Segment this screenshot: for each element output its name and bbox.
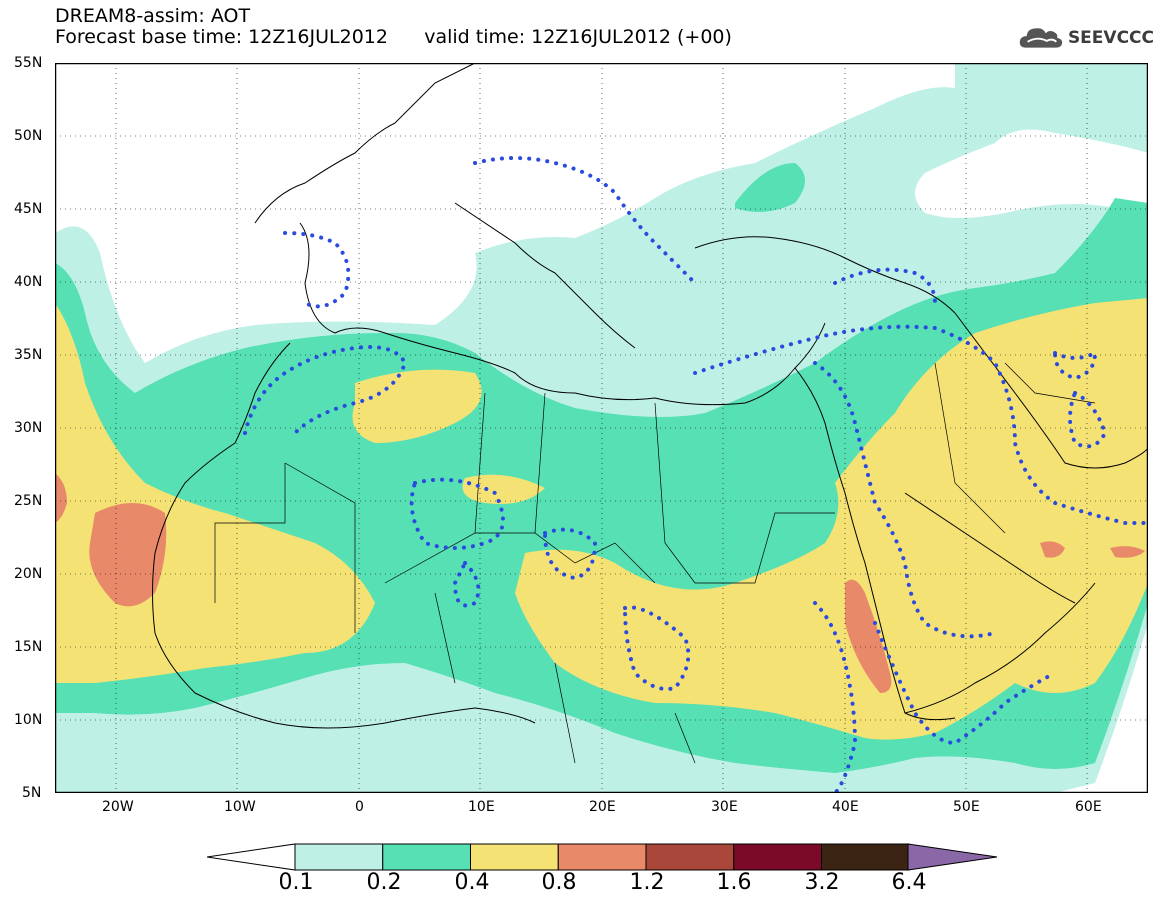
lon-label: 40E <box>832 799 859 815</box>
lat-label: 35N <box>14 347 43 363</box>
dotted-contour <box>243 156 1148 793</box>
colorbar-bin <box>645 843 735 871</box>
colorbar-bin <box>382 843 471 871</box>
colorbar-bin <box>470 843 559 871</box>
lon-label: 30E <box>711 799 738 815</box>
lon-label: 60E <box>1075 799 1102 815</box>
lon-label: 20E <box>589 799 616 815</box>
colorbar-label: 0.4 <box>454 870 490 895</box>
lon-label: 10W <box>224 799 256 815</box>
lat-label: 50N <box>14 128 43 144</box>
lat-label: 40N <box>14 274 43 290</box>
lat-label: 30N <box>14 420 43 436</box>
lon-label: 50E <box>953 799 980 815</box>
map-title: DREAM8-assim: AOT <box>55 5 251 27</box>
colorbar-bin <box>821 843 910 871</box>
colorbar-label: 1.2 <box>629 870 665 895</box>
coastlines <box>152 63 1148 729</box>
lat-label: 45N <box>14 201 43 217</box>
lat-label: 20N <box>14 566 43 582</box>
colorbar-bin <box>557 843 647 871</box>
lon-label: 10E <box>468 799 495 815</box>
colorbar-bin <box>294 843 384 871</box>
map-area <box>55 63 1148 793</box>
base-time: Forecast base time: 12Z16JUL2012 <box>55 26 388 48</box>
aot-map <box>55 63 1148 793</box>
lat-label: 5N <box>22 785 42 801</box>
colorbar-under-arrow <box>207 843 296 871</box>
cloud-icon <box>1019 28 1063 48</box>
colorbar-label: 0.1 <box>278 870 314 895</box>
logo-text: SEEVCCC <box>1067 28 1154 48</box>
colorbar-label: 1.6 <box>716 870 752 895</box>
colorbar-over-arrow <box>907 843 998 871</box>
map-frame <box>55 63 1148 793</box>
lat-label: 55N <box>14 55 43 71</box>
lat-label: 15N <box>14 639 43 655</box>
colorbar-label: 0.8 <box>541 870 577 895</box>
lon-label: 20W <box>102 799 134 815</box>
seevccc-logo: SEEVCCC <box>1018 22 1154 54</box>
lat-label: 10N <box>14 712 43 728</box>
colorbar <box>207 843 998 871</box>
valid-time: valid time: 12Z16JUL2012 (+00) <box>424 26 732 48</box>
country-borders <box>214 362 1096 764</box>
lon-label: 0 <box>355 799 364 815</box>
aot-contour-0.8 <box>55 473 1145 693</box>
colorbar-bin <box>733 843 822 871</box>
graticule <box>55 63 1148 793</box>
colorbar-label: 3.2 <box>804 870 840 895</box>
lat-label: 25N <box>14 493 43 509</box>
map-header: DREAM8-assim: AOT Forecast base time: 12… <box>55 6 732 48</box>
time-info: Forecast base time: 12Z16JUL2012 valid t… <box>55 27 732 48</box>
colorbar-label: 0.2 <box>366 870 402 895</box>
colorbar-label: 6.4 <box>891 870 927 895</box>
